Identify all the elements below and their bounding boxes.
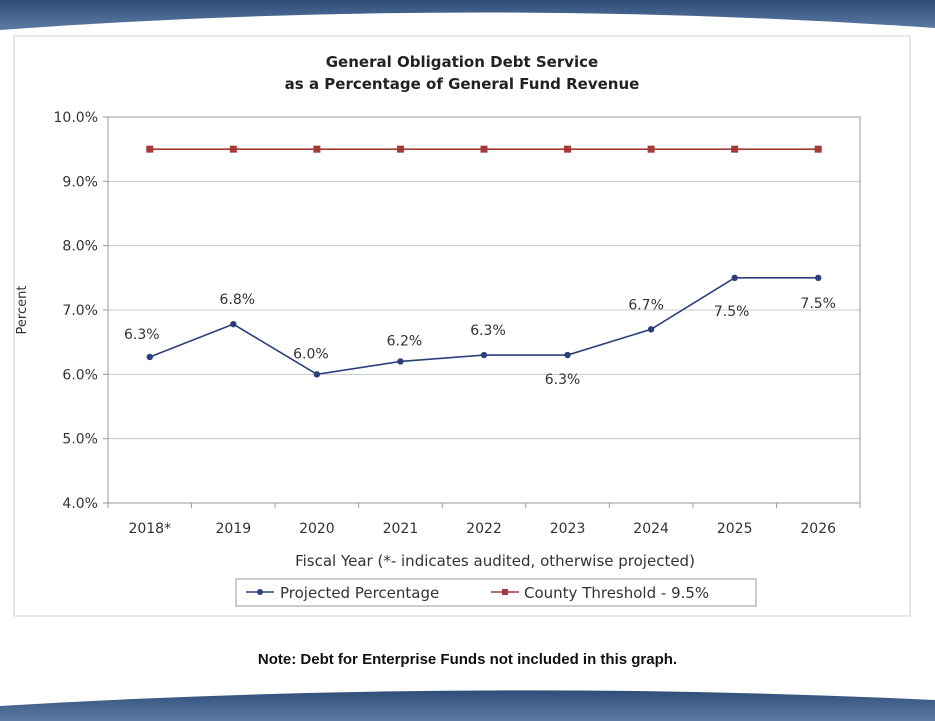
chart-title: General Obligation Debt Service <box>326 53 598 71</box>
x-tick-label: 2024 <box>633 521 669 537</box>
x-axis: 2018* 2019 2020 2021 2022 2023 2024 2025 2026 <box>107 503 861 537</box>
data-label: 7.5% <box>800 296 836 312</box>
y-tick-label: 7.0% <box>62 303 98 319</box>
x-tick-label: 2023 <box>550 521 586 537</box>
data-point-threshold <box>229 145 237 153</box>
legend-label-projected: Projected Percentage <box>280 584 439 602</box>
x-tick-label: 2018* <box>128 521 171 537</box>
x-tick-label: 2022 <box>466 521 502 537</box>
y-tick-label: 10.0% <box>54 110 98 126</box>
x-tick-label: 2025 <box>717 521 753 537</box>
y-tick-label: 4.0% <box>62 496 98 512</box>
y-tick-label: 8.0% <box>62 239 98 255</box>
data-point-projected <box>564 351 571 359</box>
y-axis-label: Percent <box>15 286 30 335</box>
chart-subtitle: as a Percentage of General Fund Revenue <box>285 75 640 93</box>
data-label: 7.5% <box>714 304 750 320</box>
x-tick-label: 2020 <box>299 521 335 537</box>
data-point-projected <box>815 274 822 282</box>
data-point-threshold <box>480 145 488 153</box>
bottom-banner <box>0 690 935 721</box>
series-group <box>146 145 822 378</box>
data-point-projected <box>146 353 153 361</box>
data-label: 6.3% <box>124 327 160 343</box>
data-label: 6.8% <box>220 292 256 308</box>
data-label: 6.0% <box>293 346 329 362</box>
grid-lines <box>108 180 860 440</box>
chart-frame <box>13 35 911 617</box>
data-label: 6.7% <box>628 297 664 313</box>
data-labels: 6.3% 6.8% 6.0% 6.2% 6.3% 6.3% 6.7% 7.5% 7.5% <box>124 292 836 388</box>
data-point-threshold <box>313 145 321 153</box>
data-point-projected <box>313 371 321 378</box>
data-label: 6.3% <box>470 323 506 339</box>
footnote: Note: Debt for Enterprise Funds not incl… <box>257 651 678 668</box>
data-label: 6.2% <box>387 333 423 349</box>
data-point-threshold <box>396 145 404 153</box>
legend-label-threshold: County Threshold - 9.5% <box>524 584 709 602</box>
x-axis-label: Fiscal Year (*- indicates audited, other… <box>295 552 695 570</box>
data-point-threshold <box>731 145 739 153</box>
legend-marker-threshold <box>502 589 508 595</box>
data-point-projected <box>731 274 738 282</box>
data-point-projected <box>230 320 237 328</box>
data-point-projected <box>480 351 488 359</box>
y-tick-label: 5.0% <box>62 432 98 448</box>
legend: Projected Percentage County Threshold - … <box>235 578 757 607</box>
data-point-projected <box>647 326 655 333</box>
data-point-threshold <box>647 145 655 153</box>
data-point-threshold <box>564 145 572 153</box>
data-point-threshold <box>146 145 154 153</box>
x-tick-label: 2021 <box>383 521 419 537</box>
data-label: 6.3% <box>545 372 581 388</box>
legend-marker-projected <box>257 589 263 595</box>
top-banner <box>0 0 935 30</box>
y-axis: 4.0% 5.0% 6.0% 7.0% 8.0% 9.0% 10.0% <box>54 110 108 512</box>
x-tick-label: 2026 <box>800 521 836 537</box>
y-tick-label: 9.0% <box>62 174 98 190</box>
x-tick-label: 2019 <box>216 521 252 537</box>
data-point-projected <box>397 358 404 365</box>
y-tick-label: 6.0% <box>62 367 98 383</box>
data-point-threshold <box>814 145 822 153</box>
